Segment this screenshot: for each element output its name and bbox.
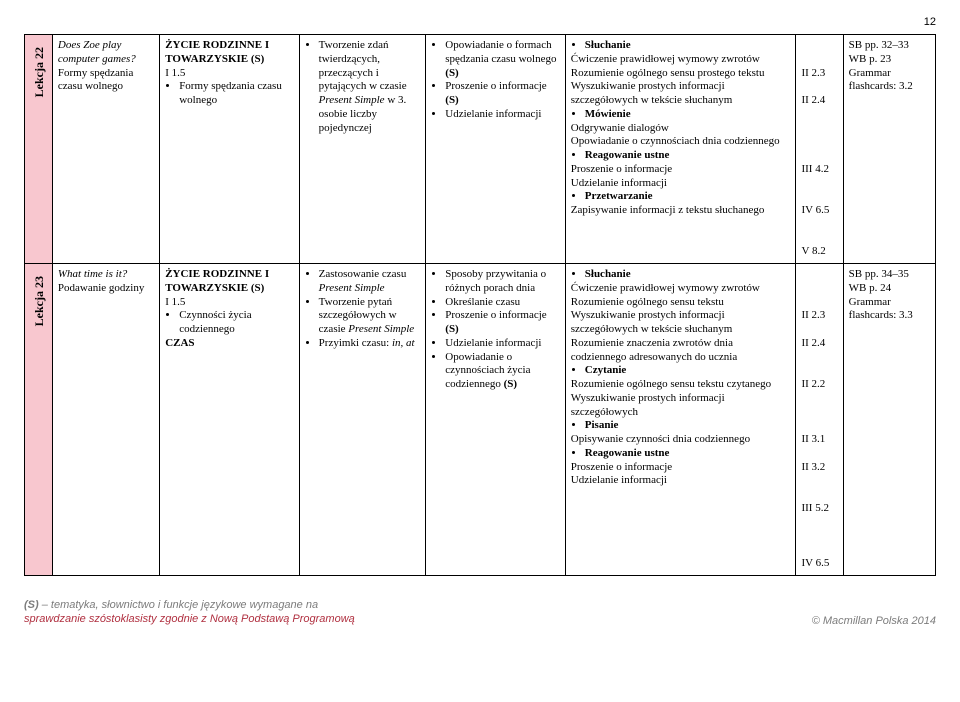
page-number: 12: [24, 16, 936, 28]
scope-cell: ŻYCIE RODZINNE I TOWARZYSKIE (S)I 1.5For…: [160, 35, 299, 264]
table-row: Lekcja 22Does Zoe play computer games?Fo…: [25, 35, 936, 264]
curriculum-table: Lekcja 22Does Zoe play computer games?Fo…: [24, 34, 936, 576]
codes-cell: II 2.3II 2.4II 2.2II 3.1II 3.2III 5.2IV …: [796, 264, 843, 576]
skills-cell: SłuchanieĆwiczenie prawidłowej wymowy zw…: [565, 35, 796, 264]
grammar-cell: Zastosowanie czasu Present SimpleTworzen…: [299, 264, 426, 576]
lesson-label: Lekcja 22: [30, 39, 49, 105]
grammar-cell: Tworzenie zdań twierdzących, przeczących…: [299, 35, 426, 264]
functions-cell: Opowiadanie o formach spędzania czasu wo…: [426, 35, 565, 264]
page-footer: (S) – tematyka, słownictwo i funkcje jęz…: [24, 598, 936, 628]
topic-cell: What time is it?Podawanie godziny: [52, 264, 159, 576]
topic-cell: Does Zoe play computer games?Formy spędz…: [52, 35, 159, 264]
skills-cell: SłuchanieĆwiczenie prawidłowej wymowy zw…: [565, 264, 796, 576]
footer-line1: – tematyka, słownictwo i funkcje językow…: [39, 599, 318, 611]
footer-line2: sprawdzanie szóstoklasisty zgodnie z Now…: [24, 613, 355, 625]
footer-left: (S) – tematyka, słownictwo i funkcje jęz…: [24, 598, 355, 628]
lesson-label: Lekcja 23: [30, 268, 49, 334]
footer-s-label: (S): [24, 599, 39, 611]
lesson-label-cell: Lekcja 23: [25, 264, 53, 576]
refs-cell: SB pp. 34–35WB p. 24Grammar flashcards: …: [843, 264, 935, 576]
refs-cell: SB pp. 32–33WB p. 23Grammar flashcards: …: [843, 35, 935, 264]
footer-right: © Macmillan Polska 2014: [812, 615, 936, 627]
scope-cell: ŻYCIE RODZINNE I TOWARZYSKIE (S)I 1.5Czy…: [160, 264, 299, 576]
codes-cell: II 2.3II 2.4III 4.2IV 6.5V 8.2: [796, 35, 843, 264]
functions-cell: Sposoby przywitania o różnych porach dni…: [426, 264, 565, 576]
table-row: Lekcja 23What time is it?Podawanie godzi…: [25, 264, 936, 576]
lesson-label-cell: Lekcja 22: [25, 35, 53, 264]
